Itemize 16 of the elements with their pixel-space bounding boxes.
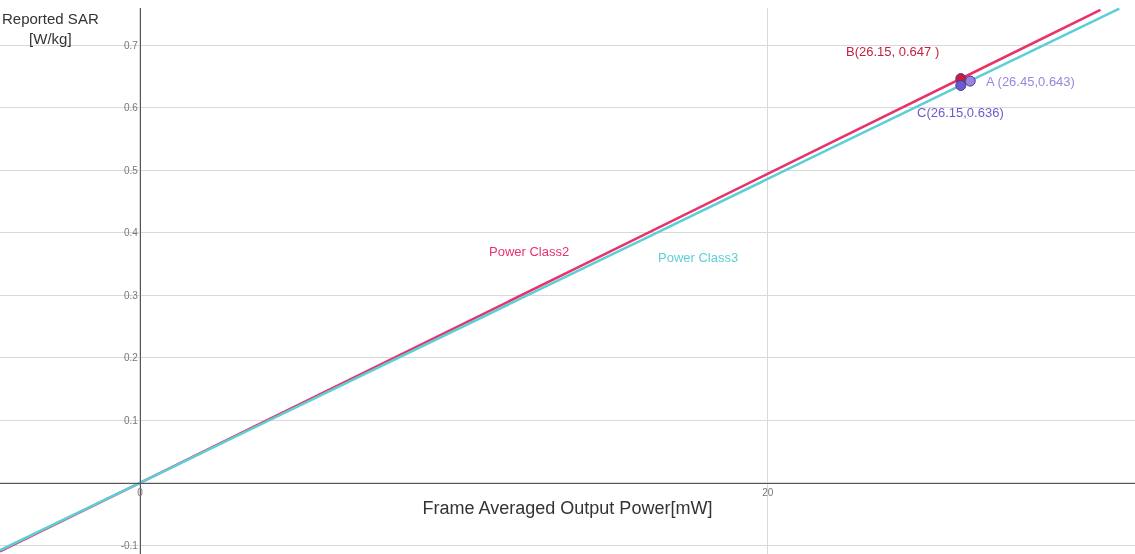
annotation: C(26.15,0.636): [917, 105, 1004, 120]
y-axis-title: Reported SAR [W/kg]: [2, 10, 99, 47]
x-axis-title: Frame Averaged Output Power[mW]: [422, 497, 713, 518]
annotation: B(26.15, 0.647 ): [846, 44, 940, 59]
y-tick-label: 0.6: [123, 102, 139, 114]
annotation: A (26.45,0.643): [986, 74, 1075, 89]
y-tick-label: 0.1: [123, 414, 139, 426]
y-tick-label: 0.4: [123, 227, 139, 239]
y-tick-label: 0.5: [123, 164, 139, 176]
series-label: Power Class2: [489, 244, 570, 259]
series-label: Power Class3: [658, 250, 739, 265]
y-tick-label: 0.7: [123, 39, 139, 51]
y-tick-label: 0.3: [123, 289, 139, 301]
y-tick-label: 0.2: [123, 352, 139, 364]
x-tick-label: 20: [762, 486, 774, 498]
y-tick-label: -0.1: [120, 539, 139, 551]
